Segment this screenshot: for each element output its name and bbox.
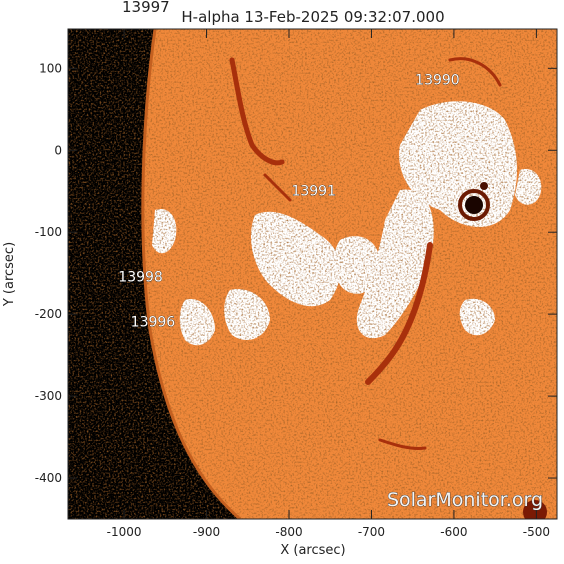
y-tick-label: 0 — [54, 143, 62, 157]
y-tick-label: -300 — [35, 389, 62, 403]
limb-edge — [141, 29, 241, 519]
limb-spot — [523, 500, 547, 519]
solar-image — [68, 29, 557, 519]
sunspot — [458, 182, 490, 221]
filaments — [229, 57, 502, 450]
plot-frame — [67, 28, 558, 520]
x-axis: -1000 -900 -800 -700 -600 -500 — [107, 29, 550, 539]
active-region-labels: 13990 13991 13998 13996 — [118, 72, 460, 330]
active-region-label: 13990 — [415, 73, 460, 89]
active-region-label: 13998 — [118, 269, 163, 285]
y-axis-label: Y (arcsec) — [2, 242, 17, 307]
x-tick-label: -1000 — [107, 525, 142, 539]
chart-title: H-alpha 13-Feb-2025 09:32:07.000 — [181, 8, 444, 26]
y-tick-label: -200 — [35, 307, 62, 321]
watermark: SolarMonitor.org — [387, 489, 543, 511]
x-axis-label: X (arcsec) — [280, 543, 345, 558]
x-tick-label: -500 — [523, 525, 550, 539]
x-tick-label: -800 — [275, 525, 302, 539]
x-tick-label: -900 — [193, 525, 220, 539]
y-tick-label: -400 — [35, 471, 62, 485]
y-axis: 100 0 -100 -200 -300 -400 — [35, 61, 557, 485]
title-overlap-label: 13997 — [122, 0, 170, 16]
active-region-label: 13991 — [291, 183, 336, 199]
x-tick-label: -600 — [440, 525, 467, 539]
y-tick-label: -100 — [35, 225, 62, 239]
y-tick-label: 100 — [39, 61, 62, 75]
x-tick-label: -700 — [358, 525, 385, 539]
chromosphere-texture — [68, 29, 557, 519]
active-region-label: 13996 — [131, 314, 176, 330]
